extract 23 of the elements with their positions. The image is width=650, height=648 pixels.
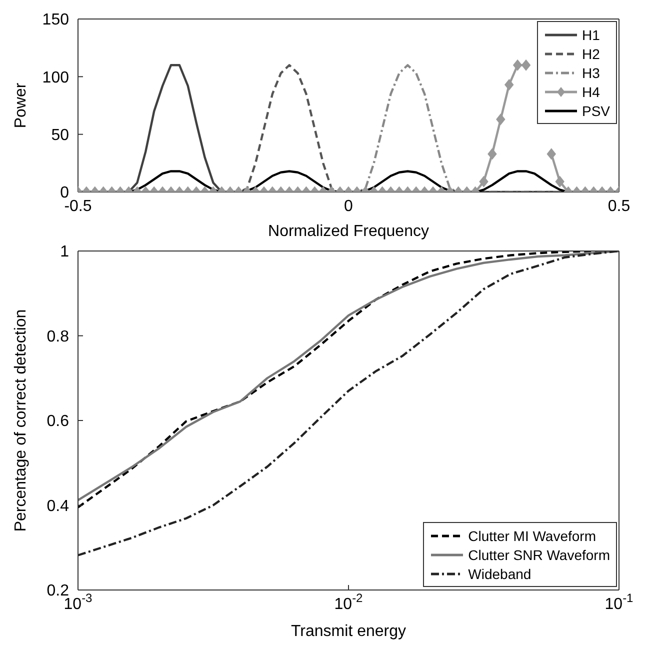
y-tick-label: 100: [42, 69, 70, 86]
legend-label: H2: [582, 46, 600, 62]
y-tick-label: 150: [42, 12, 70, 29]
legend-label: H4: [582, 84, 600, 100]
y-tick-label: 0.6: [46, 413, 70, 430]
y-tick-label: 1: [60, 244, 70, 261]
x-tick-label: 10$^{-1}$: [604, 591, 634, 613]
x-axis-title: Normalized Frequency: [268, 223, 429, 240]
x-tick-label: 10$^{-2}$: [334, 591, 364, 613]
x-tick-label: 0.5: [608, 198, 630, 215]
legend-label: Clutter MI Waveform: [468, 528, 596, 544]
legend-label: H1: [582, 26, 600, 42]
y-axis-title: Power: [12, 82, 30, 128]
y-axis-title: Percentage of correct detection: [12, 309, 30, 532]
legend-label: PSV: [582, 102, 610, 118]
legend-label: H3: [582, 64, 600, 80]
legend-label: Clutter SNR Waveform: [468, 546, 610, 562]
legend-label: Wideband: [468, 566, 532, 582]
x-tick-label: 0: [344, 198, 354, 215]
x-axis-title: Transmit energy: [291, 623, 406, 640]
y-tick-label: 0.4: [46, 498, 70, 515]
y-tick-label: 0.8: [46, 328, 70, 346]
y-tick-label: 50: [51, 127, 70, 144]
